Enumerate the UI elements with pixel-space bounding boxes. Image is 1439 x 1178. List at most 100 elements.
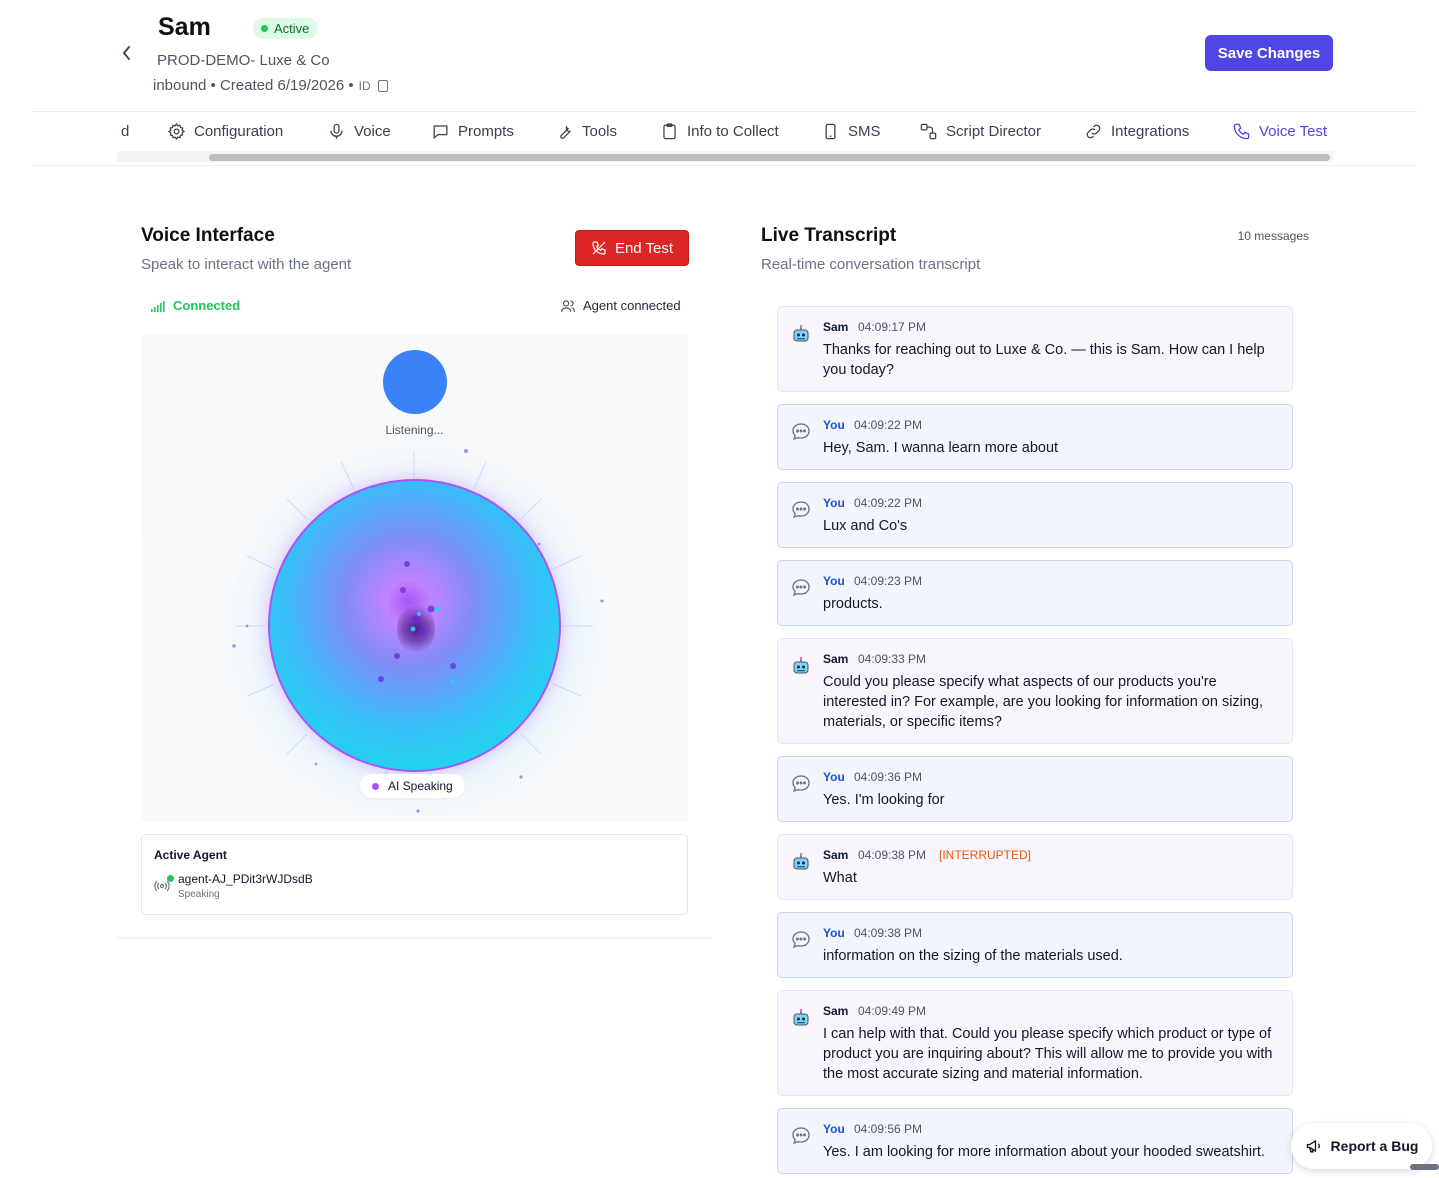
robot-icon [790, 323, 812, 345]
transcript-message: You 04:09:22 PM Lux and Co's [777, 482, 1293, 548]
transcript-message: Sam 04:09:33 PM Could you please specify… [777, 638, 1293, 744]
tab-sms[interactable]: SMS [817, 111, 885, 151]
message-sender: You [823, 418, 845, 432]
transcript-message: You 04:09:22 PM Hey, Sam. I wanna learn … [777, 404, 1293, 470]
signal-bars-icon [151, 300, 165, 312]
tab-tools[interactable]: Tools [551, 111, 621, 151]
phone-off-icon [592, 241, 606, 255]
chat-bubble-icon [790, 499, 812, 521]
tab-label: Voice [354, 122, 391, 140]
copy-id-icon[interactable] [377, 79, 388, 92]
tab-label: Configuration [194, 122, 284, 140]
orb-core [397, 604, 435, 654]
tab-script-director[interactable]: Script Director [915, 111, 1045, 151]
listening-label: Listening... [385, 423, 444, 437]
ai-speaking-badge: AI Speaking [360, 774, 465, 798]
tab-label: Integrations [1111, 122, 1190, 140]
speaking-label: AI Speaking [388, 779, 453, 793]
message-sender: Sam [823, 1004, 849, 1018]
message-text: products. [823, 596, 883, 612]
status-label: Active [274, 21, 310, 36]
message-text: Yes. I am looking for more information a… [823, 1144, 1265, 1160]
tab-prompts[interactable]: Prompts [427, 111, 518, 151]
back-button[interactable] [117, 42, 137, 64]
tab-voice-test[interactable]: Voice Test [1228, 111, 1331, 151]
tab-configuration[interactable]: Configuration [163, 111, 287, 151]
message-sender: Sam [823, 320, 849, 334]
save-changes-button[interactable]: Save Changes [1205, 35, 1333, 71]
chat-bubble-icon [790, 929, 812, 951]
online-dot-icon [167, 875, 174, 882]
tab-bar: d Configuration Voice Prompts Tools Info… [117, 111, 1333, 151]
wrench-icon [560, 124, 571, 139]
connection-label: Connected [173, 298, 241, 313]
resize-handle[interactable] [1410, 1164, 1439, 1170]
left-panel-bottom-edge [117, 937, 712, 939]
chevron-left-icon [123, 46, 130, 60]
chat-bubble-icon [790, 577, 812, 599]
end-test-button[interactable]: End Test [575, 230, 689, 266]
message-time: 04:09:33 PM [858, 652, 927, 666]
tab-scrollbar-thumb[interactable] [209, 154, 1330, 161]
message-sender: You [823, 496, 845, 510]
chat-icon [433, 124, 448, 139]
message-text: Thanks for reaching out to Luxe & Co. — … [823, 342, 1265, 378]
robot-icon [790, 1007, 812, 1029]
message-time: 04:09:23 PM [854, 574, 923, 588]
agent-name: Sam [158, 13, 211, 41]
message-sender: You [823, 926, 845, 940]
message-time: 04:09:38 PM [854, 926, 923, 940]
voice-interface-title: Voice Interface [141, 225, 275, 246]
transcript-subtitle: Real-time conversation transcript [761, 256, 981, 273]
transcript-message: Sam 04:09:38 PM [INTERRUPTED] What [777, 834, 1293, 900]
report-bug-label: Report a Bug [1330, 1138, 1419, 1154]
transcript-message: Sam 04:09:17 PM Thanks for reaching out … [777, 306, 1293, 392]
transcript-message: You 04:09:56 PM Yes. I am looking for mo… [777, 1108, 1293, 1174]
id-label: ID [358, 78, 371, 93]
workflow-icon [920, 123, 937, 139]
message-sender: You [823, 770, 845, 784]
agent-meta: inbound • Created 6/19/2026 • ID [153, 77, 388, 94]
phone-device-icon [825, 123, 836, 139]
clipboard-icon [663, 122, 676, 139]
report-bug-button[interactable]: Report a Bug [1291, 1123, 1432, 1169]
chat-bubble-icon [790, 1125, 812, 1147]
end-test-label: End Test [614, 239, 674, 257]
tab-integrations[interactable]: Integrations [1080, 111, 1193, 151]
tab-dashboard[interactable]: d [117, 111, 133, 151]
message-time: 04:09:17 PM [858, 320, 927, 334]
chat-bubble-icon [790, 421, 812, 443]
tab-label: Prompts [458, 122, 514, 140]
transcript-message: You 04:09:23 PM products. [777, 560, 1293, 626]
transcript-message: Sam 04:09:49 PM I can help with that. Co… [777, 990, 1293, 1096]
active-agent-id: agent-AJ_PDit3rWJDsdB [178, 872, 313, 886]
gear-icon [167, 122, 186, 140]
active-agent-card: Active Agent agent-AJ_PDit3rWJDsdB Speak… [141, 834, 688, 915]
tab-voice[interactable]: Voice [323, 111, 395, 151]
transcript-message: You 04:09:36 PM Yes. I'm looking for [777, 756, 1293, 822]
robot-icon [790, 655, 812, 677]
tab-label: SMS [848, 122, 881, 140]
message-time: 04:09:22 PM [854, 496, 923, 510]
agent-subtitle: PROD-DEMO- Luxe & Co [157, 52, 330, 69]
voice-visualizer: Listening... AI Speaking [141, 334, 688, 822]
megaphone-icon [1306, 1139, 1320, 1153]
tab-label: d [121, 122, 130, 140]
chat-bubble-icon [790, 773, 812, 795]
transcript-title: Live Transcript [761, 225, 897, 246]
orb-particles [289, 561, 456, 684]
status-badge: Active [253, 18, 319, 39]
broadcast-icon [154, 880, 170, 892]
active-agent-state: Speaking [178, 889, 220, 900]
message-count: 10 messages [1237, 229, 1309, 243]
tab-info-to-collect[interactable]: Info to Collect [656, 111, 783, 151]
tab-label: Script Director [946, 122, 1042, 140]
speaking-dot-icon [372, 782, 379, 790]
message-text: Could you please specify what aspects of… [823, 674, 1264, 730]
listening-indicator [383, 350, 447, 414]
message-time: 04:09:22 PM [854, 418, 923, 432]
message-text: information on the sizing of the materia… [823, 948, 1123, 964]
header-divider [32, 111, 1418, 112]
tabs-divider [32, 165, 1418, 166]
agent-connection-status: Agent connected [560, 298, 681, 313]
